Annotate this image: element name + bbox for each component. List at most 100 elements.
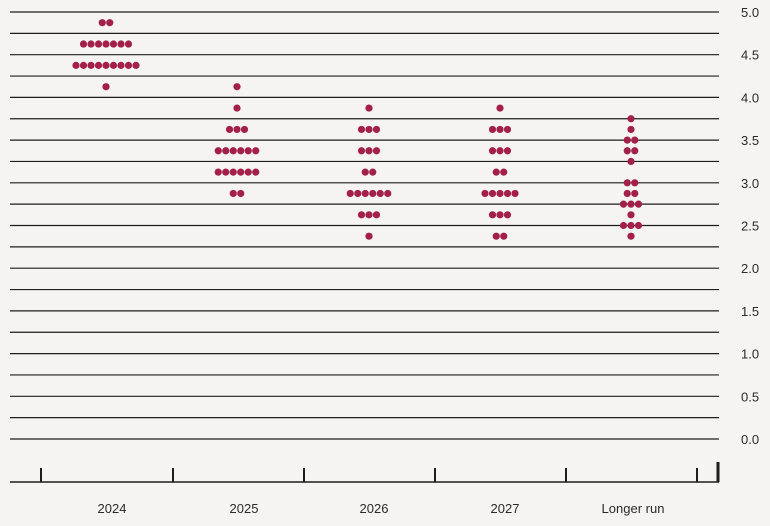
y-tick-label: 0.0 [741, 432, 759, 447]
participant-dot [503, 211, 512, 219]
participant-dot [372, 211, 381, 219]
participant-dot [500, 168, 508, 176]
participant-dot [634, 221, 643, 230]
y-tick-label: 4.5 [741, 48, 759, 63]
participant-dot [229, 189, 237, 198]
participant-dot [631, 189, 639, 198]
participant-dot [354, 189, 362, 198]
participant-dot [102, 61, 110, 69]
participant-dot [372, 125, 381, 134]
participant-dot [109, 61, 118, 69]
participant-dot [627, 125, 635, 134]
participant-dot [79, 61, 88, 69]
participant-dot [361, 189, 369, 198]
y-tick-label: 3.5 [741, 133, 759, 148]
participant-dot [346, 189, 354, 198]
participant-dot [503, 189, 512, 198]
participant-dot [384, 189, 392, 198]
x-axis: 2024 2025 2026 2027 Longer run [10, 462, 720, 516]
participant-dot [365, 104, 373, 112]
y-tick-label: 2.0 [741, 261, 759, 276]
participant-dot [233, 104, 241, 112]
participant-dot [623, 136, 631, 144]
participant-dot [229, 168, 237, 176]
category-label: Longer run [602, 501, 665, 516]
y-tick-label: 1.5 [741, 304, 759, 319]
y-tick-labels: 0.0 0.5 1.0 1.5 2.0 2.5 3.0 3.5 4.0 4.5 5.0 [741, 5, 759, 447]
participant-dot [357, 147, 366, 155]
participant-dot [619, 200, 628, 208]
participant-dot [627, 115, 635, 123]
y-tick-label: 0.5 [741, 389, 759, 404]
participant-dot [623, 147, 631, 155]
participant-dot [369, 189, 377, 198]
participant-dot [244, 147, 252, 155]
participant-dot [627, 221, 635, 230]
participant-dot [214, 147, 222, 155]
participant-dot [631, 179, 639, 187]
category-label: 2024 [98, 501, 127, 516]
participant-dot [124, 40, 133, 48]
participant-dot [488, 147, 497, 155]
participant-dot [623, 189, 631, 198]
participant-dot [503, 125, 512, 134]
participant-dot [244, 168, 252, 176]
participant-dot [106, 19, 114, 27]
participant-dot [634, 200, 643, 208]
participant-dot [511, 189, 519, 198]
participant-dot [496, 211, 504, 219]
participant-dot [365, 232, 373, 240]
participant-dot [87, 61, 95, 69]
participant-dot [488, 211, 497, 219]
participant-dot [481, 189, 489, 198]
participant-dot [631, 136, 639, 144]
category-label: 2025 [230, 501, 259, 516]
participant-dot [492, 232, 500, 240]
participant-dot [496, 104, 504, 112]
participant-dot [229, 147, 237, 155]
gridlines [10, 11, 719, 440]
participant-dot [79, 40, 88, 48]
participant-dot [627, 200, 635, 208]
dots [72, 19, 643, 240]
participant-dot [237, 168, 245, 176]
participant-dot [357, 125, 366, 134]
participant-dot [233, 125, 241, 134]
participant-dot [117, 61, 125, 69]
participant-dot [627, 157, 635, 166]
participant-dot [240, 125, 249, 134]
y-tick-label: 4.0 [741, 90, 759, 105]
participant-dot [496, 125, 504, 134]
participant-dot [503, 147, 512, 155]
participant-dot [94, 61, 103, 69]
participant-dot [372, 147, 381, 155]
participant-dot [102, 83, 110, 91]
participant-dot [87, 40, 95, 48]
participant-dot [496, 189, 504, 198]
participant-dot [225, 125, 234, 134]
participant-dot [252, 147, 260, 155]
participant-dot [252, 168, 260, 176]
participant-dot [627, 211, 635, 219]
y-tick-label: 3.0 [741, 176, 759, 191]
participant-dot [94, 40, 103, 48]
participant-dot [488, 125, 497, 134]
participant-dot [500, 232, 508, 240]
participant-dot [361, 168, 369, 176]
participant-dot [619, 221, 628, 230]
participant-dot [496, 147, 504, 155]
participant-dot [98, 19, 106, 27]
y-tick-label: 5.0 [741, 5, 759, 20]
participant-dot [357, 211, 366, 219]
participant-dot [237, 147, 245, 155]
participant-dot [488, 189, 497, 198]
participant-dot [365, 125, 373, 134]
participant-dot [492, 168, 500, 176]
participant-dot [237, 189, 245, 198]
participant-dot [109, 40, 118, 48]
participant-dot [376, 189, 384, 198]
participant-dot [233, 83, 241, 91]
participant-dot [369, 168, 377, 176]
y-tick-label: 2.5 [741, 219, 759, 234]
